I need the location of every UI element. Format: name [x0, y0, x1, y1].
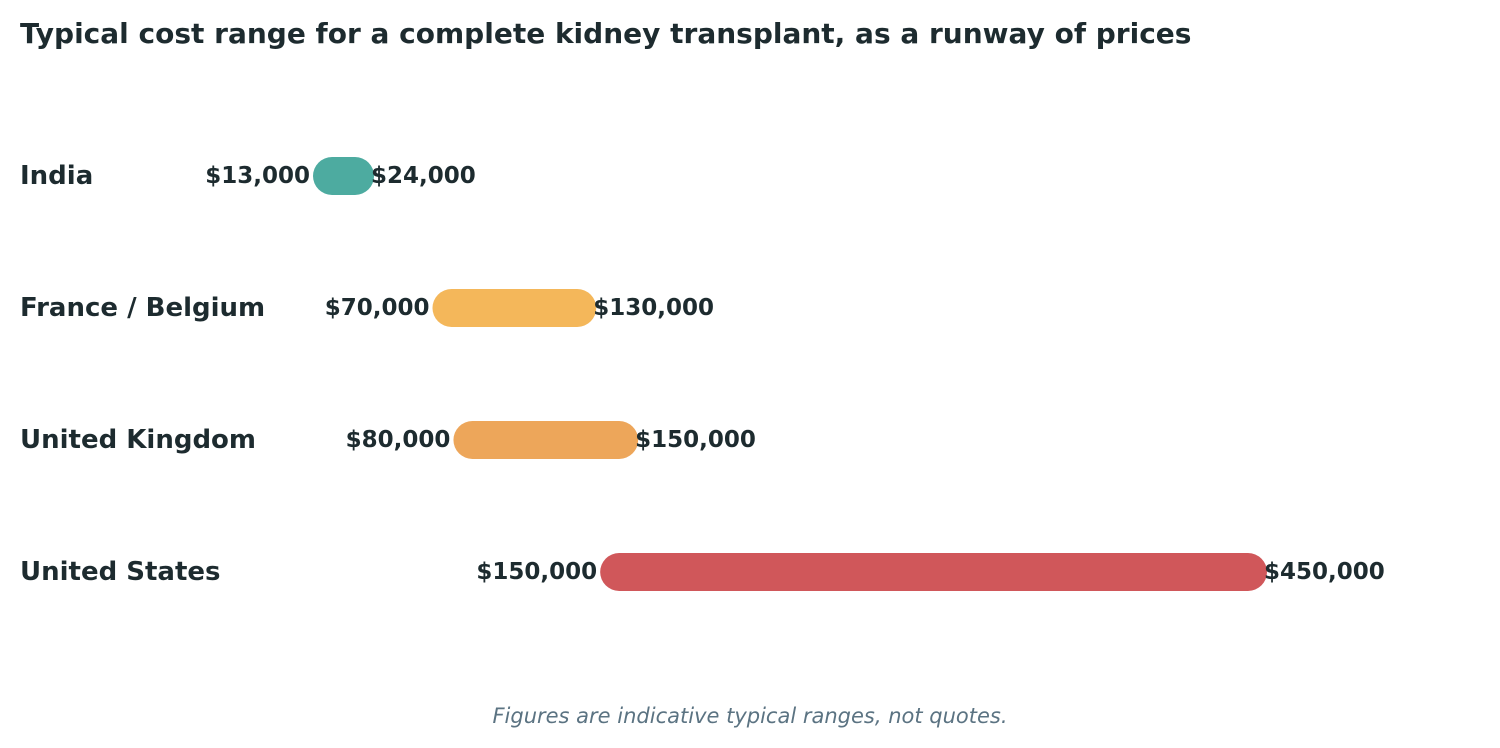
category-label-france-belgium: France / Belgium	[20, 293, 265, 323]
chart-title: Typical cost range for a complete kidney…	[20, 17, 1191, 50]
range-bar-united-states	[600, 553, 1267, 591]
chart-rows: India $13,000 $24,000 France / Belgium $70,0…	[20, 157, 1385, 591]
low-value-label-united-states: $150,000	[476, 559, 597, 585]
row-united-kingdom: United Kingdom $80,000 $150,000	[20, 421, 756, 459]
chart-footnote: Figures are indicative typical ranges, n…	[492, 704, 1007, 728]
category-label-united-states: United States	[20, 557, 221, 587]
high-value-label-united-kingdom: $150,000	[635, 427, 756, 453]
high-value-label-united-states: $450,000	[1264, 559, 1385, 585]
row-india: India $13,000 $24,000	[20, 157, 476, 195]
category-label-india: India	[20, 161, 93, 191]
category-label-united-kingdom: United Kingdom	[20, 425, 256, 455]
low-value-label-france-belgium: $70,000	[325, 295, 430, 321]
high-value-label-india: $24,000	[371, 163, 476, 189]
range-bar-france-belgium	[432, 289, 597, 327]
row-france-belgium: France / Belgium $70,000 $130,000	[20, 289, 714, 327]
low-value-label-united-kingdom: $80,000	[346, 427, 451, 453]
low-value-label-india: $13,000	[205, 163, 310, 189]
range-bar-united-kingdom	[453, 421, 639, 459]
range-bar-india	[312, 157, 375, 195]
high-value-label-france-belgium: $130,000	[593, 295, 714, 321]
row-united-states: United States $150,000 $450,000	[20, 553, 1385, 591]
